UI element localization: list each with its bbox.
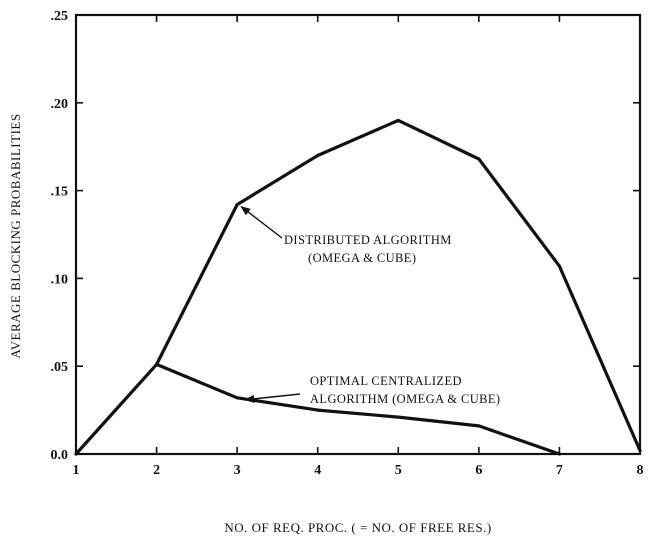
annotation-arrow [245,394,300,400]
x-tick-label: 3 [234,463,241,478]
y-tick-label: .05 [51,360,69,375]
y-tick-label: .25 [51,9,69,24]
annotation-text: OPTIMAL CENTRALIZED [310,374,462,388]
y-tick-label: .15 [51,185,69,200]
centralized-annotation: OPTIMAL CENTRALIZED ALGORITHM (OMEGA & CU… [245,374,500,406]
x-tick-label: 6 [475,463,482,478]
x-tick-label: 2 [153,463,160,478]
x-tick-label: 8 [637,463,644,478]
annotation-text: DISTRIBUTED ALGORITHM [284,233,452,247]
x-axis-title: NO. OF REQ. PROC. ( = NO. OF FREE RES.) [224,520,491,535]
annotation-layer: DISTRIBUTED ALGORITHM (OMEGA & CUBE) OPTIM… [241,207,500,406]
x-tick-label: 7 [556,463,563,478]
distributed-annotation: DISTRIBUTED ALGORITHM (OMEGA & CUBE) [241,207,452,265]
y-tick-label: 0.0 [51,448,69,463]
annotation-text: ALGORITHM (OMEGA & CUBE) [310,392,501,406]
y-tick-label: .20 [51,97,69,112]
y-axis-title: AVERAGE BLOCKING PROBABILITIES [8,113,23,358]
x-tick-label: 5 [395,463,402,478]
y-tick-label: .10 [51,272,69,287]
x-tick-label: 4 [314,463,321,478]
x-tick-label: 1 [73,463,80,478]
annotation-arrow [241,207,282,238]
annotation-text: (OMEGA & CUBE) [308,251,416,265]
